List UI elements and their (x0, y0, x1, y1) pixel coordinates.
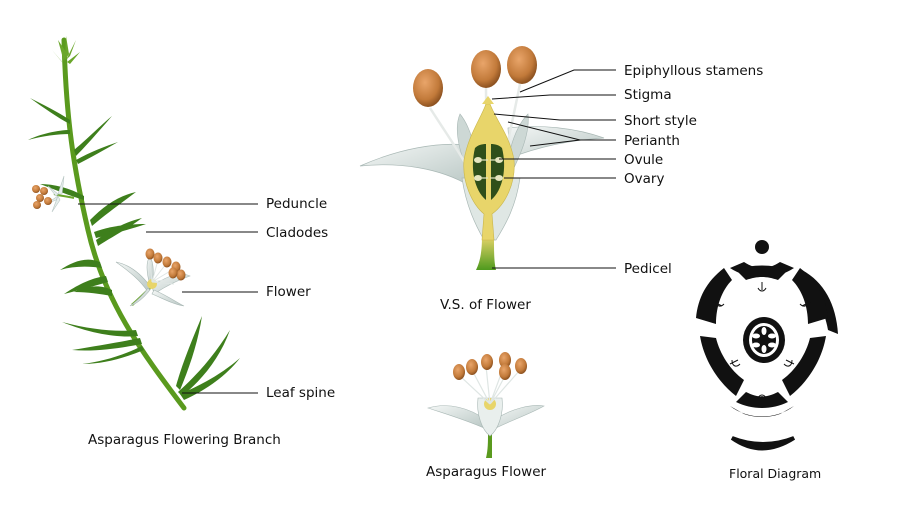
caption-asparagus-flower: Asparagus Flower (426, 464, 547, 480)
label-flower: Flower (266, 284, 311, 300)
outer-perianth-bottom (730, 406, 794, 417)
mother-axis (755, 240, 769, 254)
branch-flower (115, 248, 191, 307)
perianth-top-inner (736, 265, 788, 280)
anther-3 (507, 46, 537, 84)
label-ovary: Ovary (624, 171, 664, 187)
stigma-leader (491, 94, 616, 100)
ovary-wall (463, 103, 515, 241)
label-perianth: Perianth (624, 133, 680, 149)
label-stigma: Stigma (624, 87, 672, 103)
perianth-right (507, 126, 605, 159)
floral-diagram: Floral Diagram (696, 240, 838, 481)
label-epiphyllous-stamens: Epiphyllous stamens (624, 63, 763, 79)
cladodes (28, 98, 240, 400)
stamens (713, 282, 811, 404)
ovules (474, 157, 503, 181)
anther-2 (471, 50, 501, 88)
main-stem (61, 37, 187, 411)
perianth-left (359, 143, 475, 187)
caption-vs: V.S. of Flower (440, 297, 531, 313)
label-cladodes: Cladodes (266, 225, 328, 241)
label-ovule: Ovule (624, 152, 663, 168)
caption-floral-diagram: Floral Diagram (729, 466, 821, 481)
label-peduncle: Peduncle (266, 196, 327, 212)
top-bud (52, 36, 80, 64)
caption-branch: Asparagus Flowering Branch (88, 432, 281, 448)
perianth-upper-left (696, 268, 732, 324)
label-leaf-spine: Leaf spine (266, 385, 335, 401)
asparagus-flower: Asparagus Flower (426, 352, 547, 480)
anther-1 (413, 69, 443, 107)
label-pedicel: Pedicel (624, 261, 672, 277)
perianth-lower-right (782, 336, 826, 396)
flowering-branch: Peduncle Cladodes Flower Leaf spine Aspa… (28, 36, 335, 448)
style-leader (493, 113, 616, 121)
pedicel (476, 236, 496, 270)
label-short-style: Short style (624, 113, 697, 129)
stamens-leader (519, 69, 616, 93)
perianth-leader-2 (529, 139, 581, 147)
stigma (482, 96, 494, 104)
perianth-lower-left (700, 336, 744, 396)
locules (752, 327, 776, 353)
vs-of-flower: Epiphyllous stamens Stigma Short style P… (359, 46, 763, 313)
outer-bottom-bar (730, 436, 796, 451)
perianth-upper-right (792, 268, 828, 324)
peduncle-flower (32, 175, 75, 213)
